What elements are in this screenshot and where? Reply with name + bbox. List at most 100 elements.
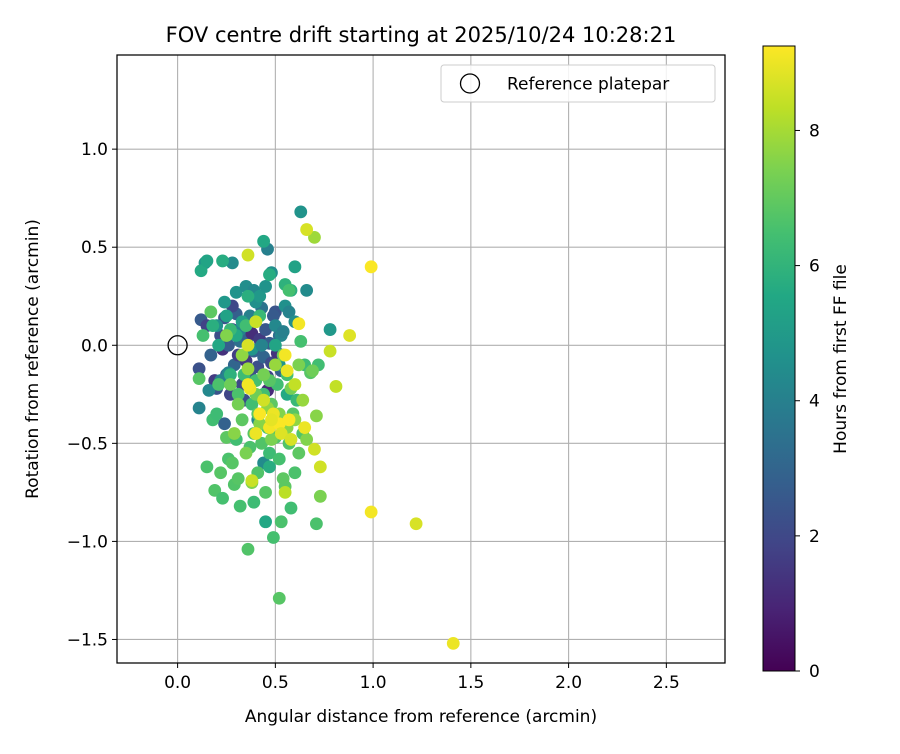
data-point bbox=[241, 289, 255, 303]
data-point bbox=[313, 460, 327, 474]
data-point bbox=[223, 378, 237, 391]
data-point bbox=[292, 317, 306, 331]
data-point bbox=[200, 460, 214, 474]
data-point bbox=[364, 260, 378, 274]
data-point bbox=[245, 397, 259, 411]
data-point bbox=[257, 393, 271, 407]
colorbar-label: Hours from first FF file bbox=[831, 264, 851, 454]
data-point bbox=[241, 248, 255, 262]
x-tick-label: 1.0 bbox=[360, 673, 387, 693]
data-point bbox=[241, 362, 255, 376]
data-point bbox=[259, 280, 272, 293]
data-point bbox=[276, 472, 290, 486]
data-point bbox=[241, 378, 255, 391]
reference-platepar-marker bbox=[167, 335, 188, 356]
data-point bbox=[288, 260, 302, 274]
data-point bbox=[249, 427, 263, 440]
data-point bbox=[257, 368, 271, 382]
data-point bbox=[225, 256, 239, 270]
data-point bbox=[249, 315, 263, 329]
data-point bbox=[210, 407, 224, 421]
data-point bbox=[265, 433, 278, 446]
data-point bbox=[296, 393, 310, 407]
data-point bbox=[222, 338, 235, 352]
legend: Reference platepar bbox=[440, 64, 716, 103]
data-point bbox=[294, 205, 308, 219]
data-point bbox=[278, 348, 292, 362]
data-point bbox=[255, 338, 269, 352]
data-point bbox=[214, 466, 228, 480]
data-point bbox=[292, 358, 306, 372]
x-tick-label: 0.5 bbox=[262, 673, 289, 693]
data-point bbox=[266, 309, 280, 323]
data-point bbox=[274, 515, 288, 529]
data-point bbox=[259, 485, 272, 499]
data-point bbox=[294, 334, 308, 348]
data-point bbox=[196, 329, 210, 342]
data-point bbox=[192, 362, 206, 376]
data-point bbox=[200, 254, 214, 268]
y-tick-label: −1.0 bbox=[67, 532, 108, 552]
data-point bbox=[323, 323, 337, 336]
data-point bbox=[202, 383, 216, 397]
data-point bbox=[235, 348, 249, 362]
colorbar-gradient bbox=[762, 45, 796, 672]
data-point bbox=[253, 289, 267, 303]
colorbar-tick-label: 0 bbox=[809, 662, 820, 682]
legend-reference-marker bbox=[459, 73, 481, 94]
data-point bbox=[265, 413, 278, 427]
data-point bbox=[212, 378, 226, 391]
data-point bbox=[308, 442, 321, 456]
data-point bbox=[220, 309, 233, 323]
data-point bbox=[192, 372, 206, 386]
data-point bbox=[204, 305, 218, 319]
data-point bbox=[278, 485, 292, 499]
data-point bbox=[298, 421, 312, 435]
data-point bbox=[313, 489, 327, 503]
data-point bbox=[343, 329, 357, 342]
data-point bbox=[272, 452, 286, 466]
reference-marker-layer bbox=[167, 335, 188, 356]
data-point bbox=[216, 254, 229, 268]
data-point bbox=[263, 446, 276, 460]
data-point bbox=[276, 325, 290, 338]
data-point bbox=[323, 344, 337, 358]
y-axis-ticks: 1.0 0.5 0.0 −0.5 −1.0 −1.5 bbox=[67, 140, 117, 650]
data-point bbox=[446, 636, 460, 650]
data-point bbox=[282, 283, 296, 297]
data-point bbox=[257, 234, 271, 248]
data-point bbox=[310, 517, 323, 531]
y-tick-label: 0.0 bbox=[81, 336, 108, 356]
data-point bbox=[247, 495, 261, 509]
colorbar-tick-label: 2 bbox=[809, 527, 820, 547]
y-tick-label: 0.5 bbox=[81, 238, 108, 258]
data-point bbox=[329, 380, 343, 393]
data-point bbox=[233, 499, 247, 513]
y-tick-label: −1.5 bbox=[67, 630, 108, 650]
colorbar-tick-label: 6 bbox=[809, 257, 820, 277]
data-point bbox=[218, 295, 231, 309]
data-point bbox=[282, 413, 296, 427]
y-tick-label: 1.0 bbox=[81, 140, 108, 160]
data-point bbox=[288, 378, 302, 391]
data-point bbox=[192, 401, 206, 415]
data-point bbox=[204, 348, 218, 362]
data-points bbox=[192, 205, 460, 650]
data-point bbox=[259, 515, 272, 529]
x-tick-label: 2.0 bbox=[555, 673, 582, 693]
data-point bbox=[300, 283, 314, 297]
data-point bbox=[364, 505, 378, 519]
data-point bbox=[272, 591, 286, 605]
data-point bbox=[231, 387, 245, 401]
data-point bbox=[239, 319, 253, 333]
grid-lines bbox=[117, 55, 725, 663]
data-point bbox=[306, 364, 319, 378]
colorbar-tick-label: 8 bbox=[809, 121, 820, 141]
data-point bbox=[288, 466, 302, 480]
x-axis-ticks: 0.0 0.5 1.0 1.5 2.0 2.5 bbox=[164, 663, 680, 693]
legend-entry-reference-platepar: Reference platepar bbox=[507, 75, 669, 95]
data-point bbox=[231, 472, 245, 486]
data-point bbox=[223, 368, 237, 382]
